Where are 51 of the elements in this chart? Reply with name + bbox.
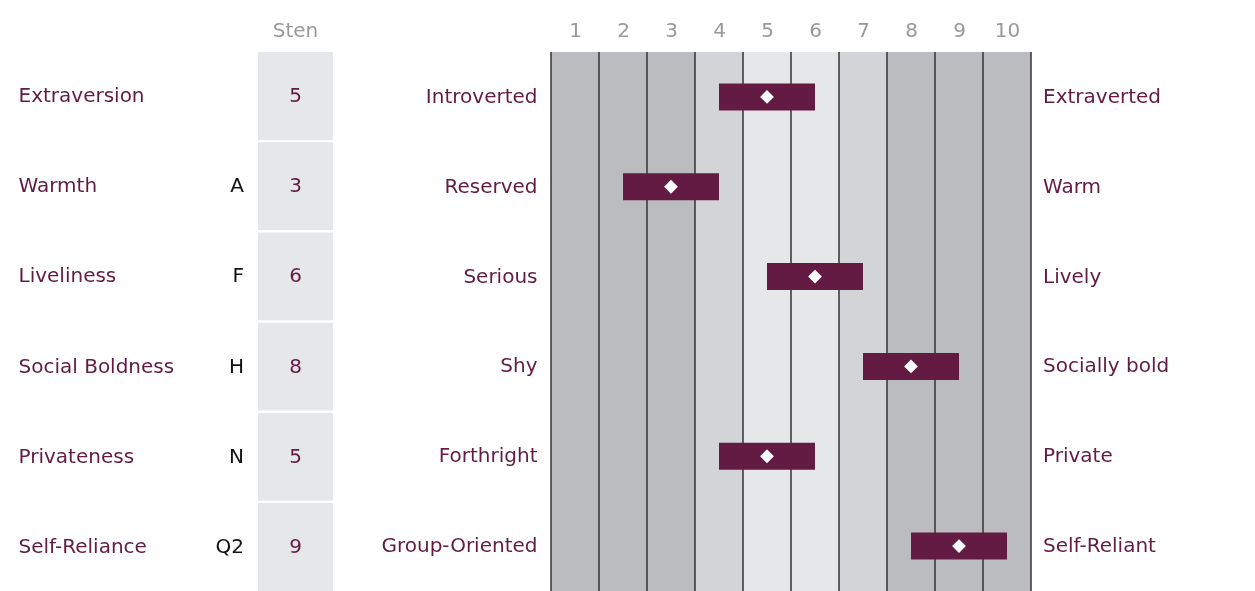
data-label: 8 [289,353,302,378]
text: Private [1043,443,1113,468]
bar [767,263,863,291]
bar [623,173,719,201]
y-tick-label: Extraversion [18,82,145,107]
y2-tick-label: N [229,443,244,468]
text: Lively [1043,263,1102,288]
data-label: 3 [289,173,302,198]
y-tick-label: Warmth [18,173,98,198]
x-tick-label: 6 [809,17,822,42]
data-label: 5 [289,82,302,107]
y-tick-label: Reserved [444,173,538,198]
y2-tick-label: F [232,263,244,288]
x-tick-label: 5 [761,17,774,42]
x-tick-label: 9 [953,17,966,42]
y-tick-label: Serious [463,263,538,288]
point [664,179,678,194]
x-tick-label: 1 [569,17,582,42]
data-label: 6 [289,263,302,288]
data-label: 5 [289,443,302,468]
bar [719,83,815,111]
x-tick-label: 8 [905,17,918,42]
bar [911,532,1007,560]
x-tick-label: 10 [994,17,1021,42]
data-label: 9 [289,534,302,559]
x-tick-label: 4 [713,17,726,42]
y-tick-label: Group-Oriented [381,533,538,558]
text: Extraverted [1043,83,1161,108]
y2-tick-label: H [228,353,244,378]
y-tick-label: Social Boldness [18,353,175,378]
bar [719,442,815,470]
bar [863,352,959,380]
point [808,269,822,284]
y-tick-label: Forthright [438,443,538,468]
point [760,449,774,464]
y-tick-label: Introverted [425,83,538,108]
x-tick-label: Sten [272,17,319,42]
x-tick-label: 2 [617,17,630,42]
x-tick-label: 3 [665,17,678,42]
y-tick-label: Privateness [18,443,135,468]
y-tick-label: Self-Reliance [18,534,147,559]
text: Self-Reliant [1043,533,1157,558]
text: Warm [1043,173,1102,198]
point [904,359,918,374]
point [760,90,774,104]
x-tick-label: 7 [857,17,870,42]
y-tick-label: Liveliness [18,263,117,288]
text: Socially bold [1043,353,1170,378]
y2-tick-label: Q2 [215,534,244,559]
y-tick-label: Shy [500,353,538,378]
y2-tick-label: A [230,173,245,198]
